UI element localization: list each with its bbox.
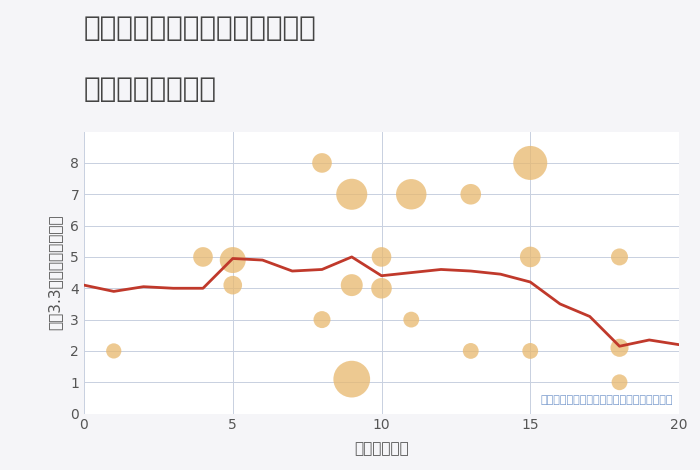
X-axis label: 駅距離（分）: 駅距離（分） [354,441,409,456]
Point [525,253,536,261]
Text: 三重県北牟婁郡紀北町島勝浦の: 三重県北牟婁郡紀北町島勝浦の [84,14,316,42]
Point [346,282,357,289]
Point [614,378,625,386]
Point [406,190,417,198]
Text: 円の大きさは、取引のあった物件面積を示す: 円の大きさは、取引のあった物件面積を示す [540,395,673,405]
Point [614,344,625,352]
Point [465,190,476,198]
Point [227,282,238,289]
Point [406,316,417,323]
Point [197,253,209,261]
Point [108,347,119,355]
Point [316,159,328,167]
Point [376,284,387,292]
Point [465,347,476,355]
Point [316,316,328,323]
Point [525,347,536,355]
Point [346,376,357,383]
Point [346,190,357,198]
Point [227,256,238,264]
Text: 駅距離別土地価格: 駅距離別土地価格 [84,75,217,103]
Point [525,159,536,167]
Point [376,253,387,261]
Point [614,253,625,261]
Y-axis label: 平（3.3㎡）単価（万円）: 平（3.3㎡）単価（万円） [47,215,62,330]
